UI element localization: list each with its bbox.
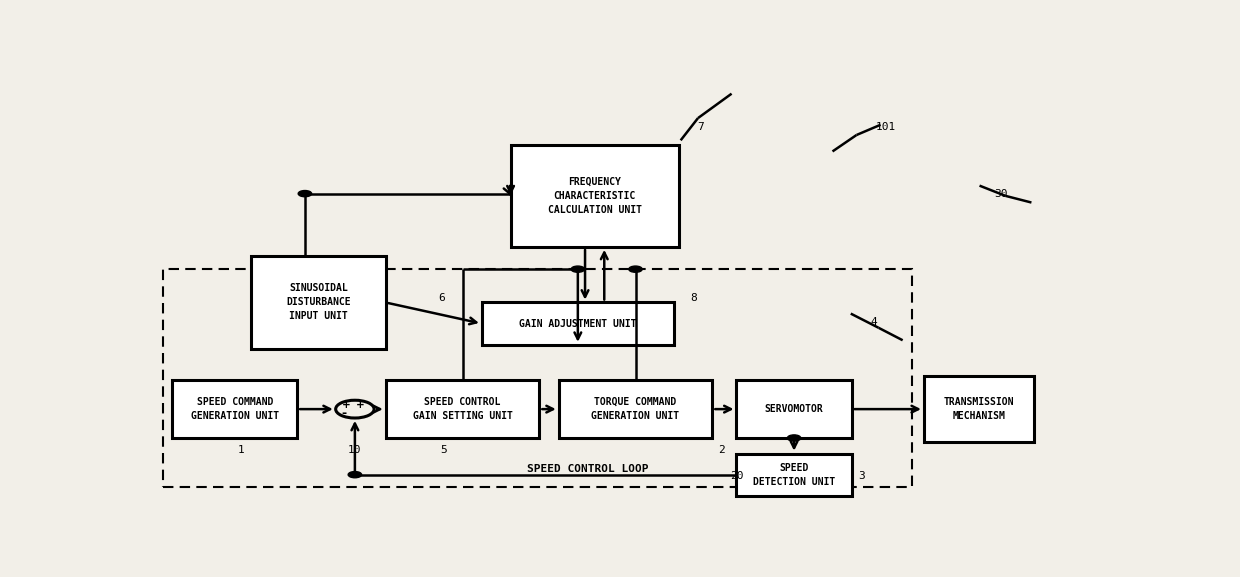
Text: 30: 30 <box>994 189 1007 198</box>
Text: GAIN ADJUSTMENT UNIT: GAIN ADJUSTMENT UNIT <box>520 319 636 328</box>
Bar <box>162 269 913 487</box>
Bar <box>481 302 675 344</box>
Text: SINUSOIDAL
DISTURBANCE
INPUT UNIT: SINUSOIDAL DISTURBANCE INPUT UNIT <box>286 283 351 321</box>
Circle shape <box>787 435 801 441</box>
Text: 3: 3 <box>858 471 864 481</box>
Text: SPEED COMMAND
GENERATION UNIT: SPEED COMMAND GENERATION UNIT <box>191 397 279 421</box>
Text: TORQUE COMMAND
GENERATION UNIT: TORQUE COMMAND GENERATION UNIT <box>591 397 680 421</box>
Text: 6: 6 <box>438 293 445 303</box>
Text: SPEED CONTROL
GAIN SETTING UNIT: SPEED CONTROL GAIN SETTING UNIT <box>413 397 512 421</box>
Text: 20: 20 <box>729 471 743 481</box>
Bar <box>737 454 852 496</box>
Text: 1: 1 <box>238 445 244 455</box>
Text: SPEED
DETECTION UNIT: SPEED DETECTION UNIT <box>753 463 836 486</box>
Text: 10: 10 <box>348 445 362 455</box>
Text: -: - <box>342 407 347 420</box>
Text: 4: 4 <box>870 317 877 328</box>
Circle shape <box>572 266 584 272</box>
Text: 5: 5 <box>440 445 446 455</box>
Bar <box>511 145 678 247</box>
Bar <box>558 380 712 438</box>
Text: 101: 101 <box>875 122 895 132</box>
Bar <box>737 380 852 438</box>
Bar <box>250 256 386 349</box>
Text: +: + <box>356 400 365 410</box>
Bar <box>924 376 1034 443</box>
Text: SERVOMOTOR: SERVOMOTOR <box>765 404 823 414</box>
Text: SPEED CONTROL LOOP: SPEED CONTROL LOOP <box>527 464 649 474</box>
Text: +: + <box>342 400 351 410</box>
Bar <box>172 380 298 438</box>
Text: 7: 7 <box>697 122 704 132</box>
Circle shape <box>348 471 362 478</box>
Bar <box>386 380 539 438</box>
Circle shape <box>629 266 642 272</box>
Text: FREQUENCY
CHARACTERISTIC
CALCULATION UNIT: FREQUENCY CHARACTERISTIC CALCULATION UNI… <box>548 177 641 215</box>
Text: 8: 8 <box>689 293 697 303</box>
Circle shape <box>298 190 311 197</box>
Text: 2: 2 <box>719 445 725 455</box>
Text: TRANSMISSION
MECHANISM: TRANSMISSION MECHANISM <box>944 397 1014 421</box>
